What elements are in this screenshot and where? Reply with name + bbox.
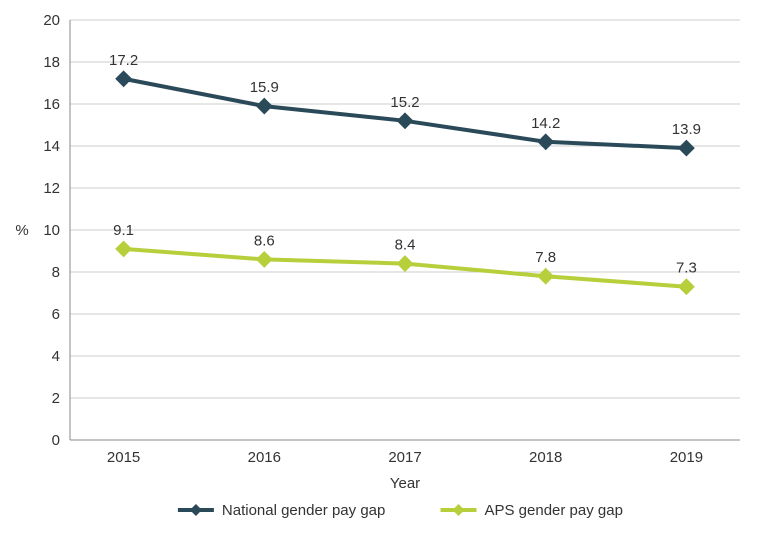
y-tick-label: 20 [43, 12, 60, 29]
y-tick-label: 8 [52, 264, 60, 281]
chart-svg: 0 2 4 6 8 10 12 14 16 18 20 2015 2016 2017 2018 2019 Yea… [0, 0, 768, 533]
x-tick-label: 2019 [670, 449, 703, 466]
y-tick-label: 0 [52, 432, 60, 449]
y-tick-label: 6 [52, 306, 60, 323]
y-tick-label: 4 [52, 348, 60, 365]
data-label: 14.2 [531, 115, 560, 132]
x-tick-label: 2017 [388, 449, 421, 466]
data-label: 13.9 [672, 121, 701, 138]
y-tick-label: 2 [52, 390, 60, 407]
data-label: 8.6 [254, 232, 275, 249]
x-tick-label: 2016 [248, 449, 281, 466]
data-label: 15.9 [250, 79, 279, 96]
data-label: 8.4 [395, 237, 416, 254]
data-label: 7.3 [676, 260, 697, 277]
y-tick-label: 16 [43, 96, 60, 113]
y-tick-label: 18 [43, 54, 60, 71]
y-axis-label: % [15, 222, 28, 239]
legend-label: National gender pay gap [222, 502, 385, 519]
data-label: 7.8 [535, 249, 556, 266]
y-tick-label: 12 [43, 180, 60, 197]
data-label: 15.2 [390, 94, 419, 111]
y-tick-label: 10 [43, 222, 60, 239]
data-label: 9.1 [113, 222, 134, 239]
x-axis-label: Year [390, 475, 420, 492]
x-tick-label: 2015 [107, 449, 140, 466]
x-tick-label: 2018 [529, 449, 562, 466]
y-tick-label: 14 [43, 138, 60, 155]
data-label: 17.2 [109, 52, 138, 69]
line-chart: 0 2 4 6 8 10 12 14 16 18 20 2015 2016 2017 2018 2019 Yea… [0, 0, 768, 533]
legend-label: APS gender pay gap [485, 502, 623, 519]
